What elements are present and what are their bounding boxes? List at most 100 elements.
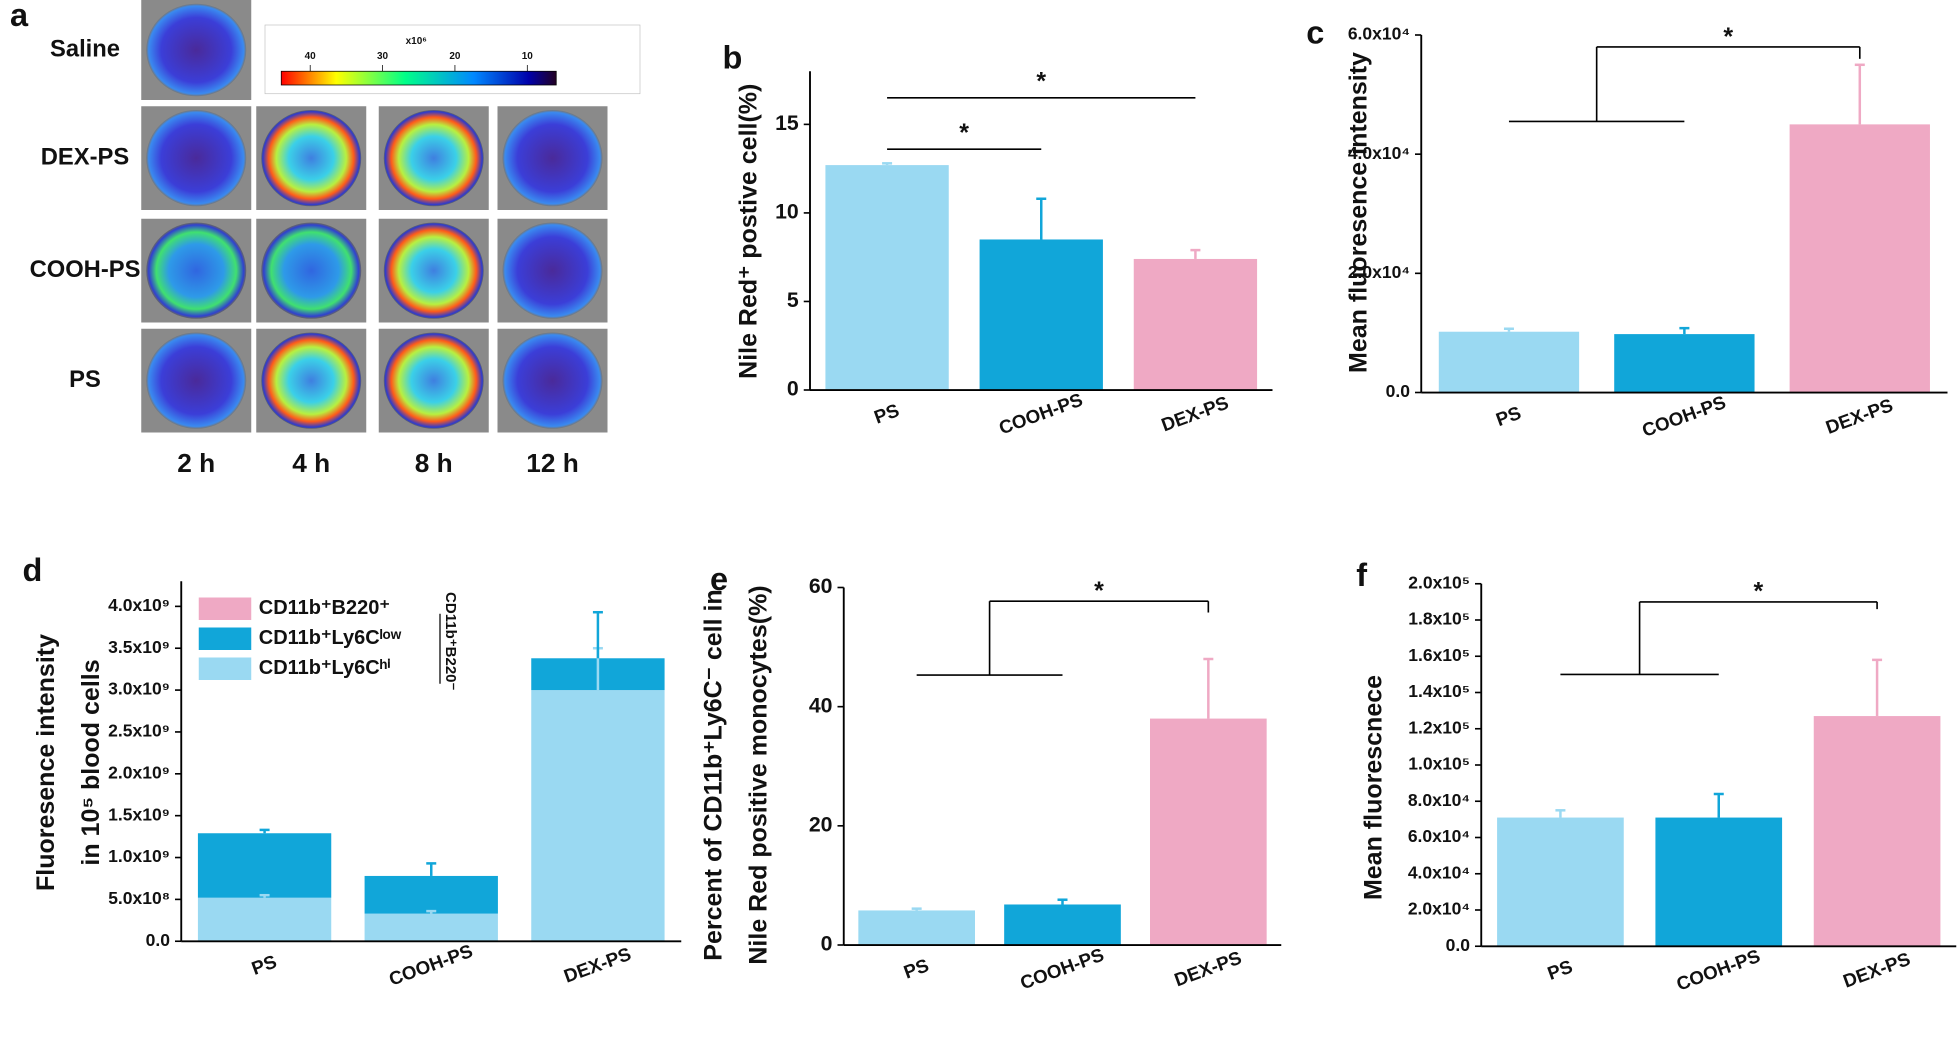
panel-label: c bbox=[1306, 15, 1324, 51]
y-axis-title: in 10⁵ blood cells bbox=[77, 659, 105, 865]
x-tick-label: DEX-PS bbox=[1823, 394, 1896, 438]
y-tick-label: 0.0 bbox=[1386, 381, 1411, 401]
panel-label: e bbox=[710, 561, 728, 597]
colorbar-tick-label: 40 bbox=[305, 51, 317, 62]
y-axis-title: Fluoresence intensity bbox=[32, 634, 60, 891]
panel-label: b bbox=[723, 40, 743, 76]
well-image bbox=[261, 222, 362, 319]
significance-star: * bbox=[1723, 23, 1733, 51]
well-image bbox=[502, 222, 603, 319]
well-image bbox=[146, 3, 247, 97]
y-tick-label: 2.0x10⁴ bbox=[1408, 899, 1470, 919]
well-image bbox=[383, 332, 484, 429]
x-tick-label: PS bbox=[1545, 956, 1576, 984]
bar bbox=[1497, 817, 1624, 947]
bar bbox=[1813, 716, 1941, 947]
y-axis-title: Nile Red⁺ postive cell(%) bbox=[735, 84, 763, 379]
well-image bbox=[502, 332, 603, 429]
significance-star: * bbox=[1094, 577, 1104, 605]
y-tick-label: 3.5x10⁹ bbox=[108, 637, 170, 657]
y-tick-label: 1.0x10⁹ bbox=[108, 846, 170, 866]
bar bbox=[1438, 331, 1580, 393]
bar-segment bbox=[364, 875, 498, 914]
row-label: Saline bbox=[50, 35, 120, 62]
legend-label: CD11b⁺Ly6Cˡᵒʷ bbox=[259, 627, 402, 649]
colorbar-tick-label: 20 bbox=[449, 51, 461, 62]
y-tick-label: 1.8x10⁵ bbox=[1408, 609, 1470, 629]
x-tick-label: DEX-PS bbox=[1158, 392, 1231, 436]
y-tick-label: 10 bbox=[775, 200, 799, 224]
y-axis-title: Mean fluoresence intensity bbox=[1345, 52, 1373, 373]
y-axis-title: Nile Red positive monocytes(%) bbox=[745, 585, 773, 964]
bar-segment bbox=[197, 833, 332, 898]
legend-label: CD11b⁺B220⁺ bbox=[259, 597, 390, 619]
bar bbox=[1150, 718, 1267, 945]
y-tick-label: 5 bbox=[787, 288, 799, 312]
well-image bbox=[261, 332, 362, 429]
y-tick-label: 1.6x10⁵ bbox=[1408, 645, 1470, 665]
y-tick-label: 1.2x10⁵ bbox=[1408, 717, 1470, 737]
y-tick-label: 3.0x10⁹ bbox=[108, 679, 170, 699]
y-tick-label: 2.5x10⁹ bbox=[108, 721, 170, 741]
bar bbox=[1789, 124, 1930, 393]
y-tick-label: 1.5x10⁹ bbox=[108, 804, 170, 824]
y-tick-label: 4.0x10⁴ bbox=[1408, 862, 1470, 882]
legend-swatch bbox=[198, 657, 252, 680]
column-label: 12 h bbox=[526, 448, 579, 478]
column-label: 2 h bbox=[177, 448, 215, 478]
bar-segment bbox=[197, 897, 332, 942]
panel-label: a bbox=[10, 0, 29, 33]
well-image bbox=[502, 110, 603, 207]
well-image bbox=[383, 222, 484, 319]
y-tick-label: 0 bbox=[821, 932, 833, 956]
y-tick-label: 0.0 bbox=[146, 930, 171, 950]
y-tick-label: 2.0x10⁴ bbox=[1348, 262, 1410, 282]
x-tick-label: PS bbox=[1493, 402, 1524, 430]
y-tick-label: 15 bbox=[775, 111, 799, 135]
significance-star: * bbox=[959, 119, 969, 147]
well-image bbox=[261, 110, 362, 207]
bar-segment bbox=[364, 913, 498, 942]
y-tick-label: 8.0x10⁴ bbox=[1408, 790, 1470, 810]
y-tick-label: 2.0x10⁹ bbox=[108, 762, 170, 782]
well-image bbox=[146, 222, 247, 319]
y-tick-label: 4.0x10⁴ bbox=[1348, 143, 1410, 163]
significance-star: * bbox=[1753, 578, 1763, 606]
colorbar-tick-label: 30 bbox=[377, 51, 389, 62]
x-tick-label: COOH-PS bbox=[1674, 945, 1763, 995]
y-axis-title: Percent of CD11b⁺Ly6C⁻ cell in bbox=[700, 589, 728, 960]
y-tick-label: 0 bbox=[787, 377, 799, 401]
x-tick-label: PS bbox=[249, 951, 280, 979]
x-tick-label: COOH-PS bbox=[1017, 944, 1106, 994]
x-tick-label: COOH-PS bbox=[386, 940, 475, 990]
legend-swatch bbox=[198, 597, 252, 620]
bar bbox=[1655, 817, 1783, 947]
colorbar bbox=[280, 70, 557, 86]
panel-label: f bbox=[1356, 557, 1367, 593]
x-tick-label: DEX-PS bbox=[561, 943, 634, 987]
colorbar-frame bbox=[264, 24, 641, 95]
x-tick-label: COOH-PS bbox=[996, 389, 1085, 439]
colorbar-tick-label: 10 bbox=[522, 51, 534, 62]
group-label: CD11b⁺B220⁻ bbox=[442, 592, 459, 690]
y-tick-label: 6.0x10⁴ bbox=[1348, 24, 1410, 44]
row-label: DEX-PS bbox=[41, 143, 129, 170]
x-tick-label: PS bbox=[871, 399, 902, 427]
y-axis-title: Mean fluorescnece bbox=[1360, 675, 1388, 900]
bar bbox=[1004, 904, 1121, 945]
x-tick-label: COOH-PS bbox=[1639, 391, 1728, 441]
x-tick-label: DEX-PS bbox=[1171, 947, 1244, 991]
bar bbox=[825, 165, 949, 390]
bar bbox=[858, 910, 975, 945]
well-image bbox=[383, 110, 484, 207]
colorbar-exponent: x10⁶ bbox=[406, 36, 427, 47]
significance-star: * bbox=[1036, 67, 1046, 95]
y-tick-label: 1.4x10⁵ bbox=[1408, 681, 1470, 701]
y-tick-label: 6.0x10⁴ bbox=[1408, 826, 1470, 846]
y-tick-label: 60 bbox=[809, 574, 833, 598]
y-tick-label: 2.0x10⁵ bbox=[1408, 572, 1470, 592]
bar bbox=[979, 239, 1103, 390]
y-tick-label: 5.0x10⁸ bbox=[108, 888, 170, 908]
